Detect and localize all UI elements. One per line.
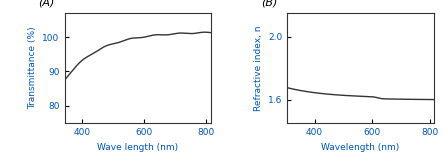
Y-axis label: Transmittance (%): Transmittance (%) [28,27,37,109]
X-axis label: Wave length (nm): Wave length (nm) [97,143,178,152]
X-axis label: Wavelength (nm): Wavelength (nm) [321,143,400,152]
Y-axis label: Refractive index, n: Refractive index, n [254,25,263,111]
Text: (B): (B) [261,0,277,7]
Text: (A): (A) [38,0,55,7]
